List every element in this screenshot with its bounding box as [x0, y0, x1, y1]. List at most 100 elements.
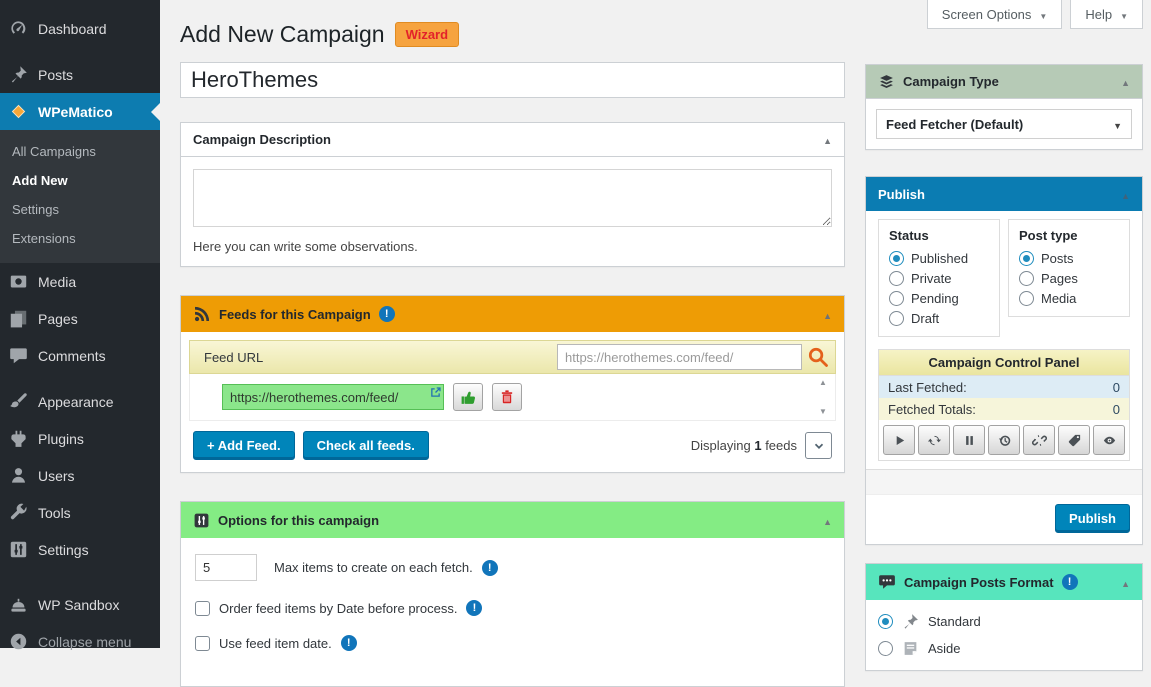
info-icon[interactable] — [379, 306, 395, 322]
submenu-item-add-new[interactable]: Add New — [0, 166, 160, 195]
order-by-date-row: Order feed items by Date before process. — [195, 600, 830, 616]
info-icon[interactable] — [482, 560, 498, 576]
collapse-toggle-icon[interactable] — [823, 132, 832, 147]
radio-media[interactable] — [1019, 291, 1034, 306]
collapse-toggle-icon[interactable] — [823, 513, 832, 528]
page-title: Add New Campaign — [180, 21, 385, 48]
sidebar-item-wp-sandbox[interactable]: WP Sandbox — [0, 586, 160, 623]
control-buttons-row — [879, 420, 1129, 460]
wizard-button[interactable]: Wizard — [395, 22, 460, 47]
external-link-icon[interactable] — [429, 386, 442, 399]
wp-sandbox-icon — [9, 595, 28, 614]
feed-url-input[interactable] — [222, 384, 444, 410]
status-option-pending: Pending — [889, 288, 989, 308]
status-option-draft: Draft — [889, 308, 989, 328]
main-column: Add New Campaign Wizard Campaign Descrip… — [180, 0, 845, 687]
submenu-item-all-campaigns[interactable]: All Campaigns — [0, 137, 160, 166]
campaign-title-input[interactable] — [180, 62, 845, 98]
reset-button[interactable] — [918, 425, 950, 455]
campaign-type-select[interactable]: Feed Fetcher (Default) — [876, 109, 1132, 139]
radio-label: Pages — [1041, 271, 1078, 286]
radio-pending[interactable] — [889, 291, 904, 306]
radio-aside[interactable] — [878, 641, 893, 656]
add-feed-button[interactable]: + Add Feed. — [193, 431, 295, 460]
posts-format-header: Campaign Posts Format — [866, 564, 1142, 600]
feeds-list-dropdown-button[interactable] — [805, 432, 832, 459]
preview-button[interactable] — [1093, 425, 1125, 455]
sidebar-item-tools[interactable]: Tools — [0, 494, 160, 531]
order-by-date-label: Order feed items by Date before process. — [219, 601, 457, 616]
thumbs-up-icon — [460, 389, 477, 406]
fetched-totals-label: Fetched Totals: — [888, 402, 976, 417]
sidebar-item-collapse-menu[interactable]: Collapse menu — [0, 623, 160, 660]
radio-standard[interactable] — [878, 614, 893, 629]
feed-list-scrollbar[interactable]: ▲ ▼ — [817, 378, 829, 416]
fetch-now-button[interactable] — [883, 425, 915, 455]
sidebar-item-comments[interactable]: Comments — [0, 337, 160, 374]
media-icon — [9, 272, 28, 291]
order-by-date-checkbox[interactable] — [195, 601, 210, 616]
screen-options-button[interactable]: Screen Options — [927, 0, 1063, 29]
submenu-item-settings[interactable]: Settings — [0, 195, 160, 224]
wpematico-icon — [9, 102, 28, 121]
radio-label: Private — [911, 271, 951, 286]
scroll-down-icon[interactable]: ▼ — [819, 407, 827, 416]
collapse-toggle-icon[interactable] — [823, 307, 832, 322]
sidebar-item-pages[interactable]: Pages — [0, 300, 160, 337]
feeds-panel-header: Feeds for this Campaign — [181, 296, 844, 332]
scroll-up-icon[interactable]: ▲ — [819, 378, 827, 387]
radio-published[interactable] — [889, 251, 904, 266]
tag-button[interactable] — [1058, 425, 1090, 455]
appearance-icon — [9, 392, 28, 411]
approve-feed-button[interactable] — [453, 383, 483, 411]
help-label: Help — [1085, 7, 1112, 22]
radio-draft[interactable] — [889, 311, 904, 326]
collapse-toggle-icon[interactable] — [1121, 74, 1130, 89]
campaign-type-title: Campaign Type — [903, 74, 999, 89]
sidebar-item-users[interactable]: Users — [0, 457, 160, 494]
last-fetched-row: Last Fetched: 0 — [879, 376, 1129, 398]
help-button[interactable]: Help — [1070, 0, 1143, 29]
sidebar-item-plugins[interactable]: Plugins — [0, 420, 160, 457]
sidebar-item-posts[interactable]: Posts — [0, 56, 160, 93]
sidebar-item-wpematico[interactable]: WPeMatico — [0, 93, 160, 130]
sidebar-item-dashboard[interactable]: Dashboard — [0, 10, 160, 47]
campaign-type-header: Campaign Type — [866, 65, 1142, 99]
search-icon[interactable] — [807, 346, 829, 368]
status-box: Status Published Private P — [878, 219, 1000, 337]
publish-header: Publish — [866, 177, 1142, 211]
tag-icon — [1067, 433, 1082, 448]
publish-button[interactable]: Publish — [1055, 504, 1130, 533]
radio-private[interactable] — [889, 271, 904, 286]
info-icon[interactable] — [1062, 574, 1078, 590]
radio-posts[interactable] — [1019, 251, 1034, 266]
history-button[interactable] — [988, 425, 1020, 455]
sidebar-item-media[interactable]: Media — [0, 263, 160, 300]
description-caption: Here you can write some observations. — [193, 239, 832, 254]
collapse-toggle-icon[interactable] — [1121, 575, 1130, 590]
campaign-description-title: Campaign Description — [193, 132, 331, 147]
radio-pages[interactable] — [1019, 271, 1034, 286]
campaign-description-textarea[interactable] — [193, 169, 832, 227]
info-icon[interactable] — [466, 600, 482, 616]
max-items-label: Max items to create on each fetch. — [274, 560, 473, 575]
sidebar-item-appearance[interactable]: Appearance — [0, 383, 160, 420]
collapse-toggle-icon[interactable] — [1121, 187, 1130, 202]
sidebar-item-settings[interactable]: Settings — [0, 531, 160, 568]
content-area: Add New Campaign Wizard Campaign Descrip… — [160, 0, 1151, 648]
sidebar-item-label: Media — [38, 274, 76, 290]
unlink-button[interactable] — [1023, 425, 1055, 455]
max-items-input[interactable] — [195, 554, 257, 581]
info-icon[interactable] — [341, 635, 357, 651]
format-label: Standard — [928, 614, 981, 629]
sidebar-item-label: Collapse menu — [38, 634, 131, 650]
feed-url-search-input[interactable] — [557, 344, 802, 370]
pause-button[interactable] — [953, 425, 985, 455]
radio-label: Media — [1041, 291, 1076, 306]
check-all-feeds-button[interactable]: Check all feeds. — [303, 431, 429, 460]
format-label: Aside — [928, 641, 961, 656]
displaying-count: 1 — [754, 438, 761, 453]
use-feed-date-checkbox[interactable] — [195, 636, 210, 651]
delete-feed-button[interactable] — [492, 383, 522, 411]
submenu-item-extensions[interactable]: Extensions — [0, 224, 160, 253]
